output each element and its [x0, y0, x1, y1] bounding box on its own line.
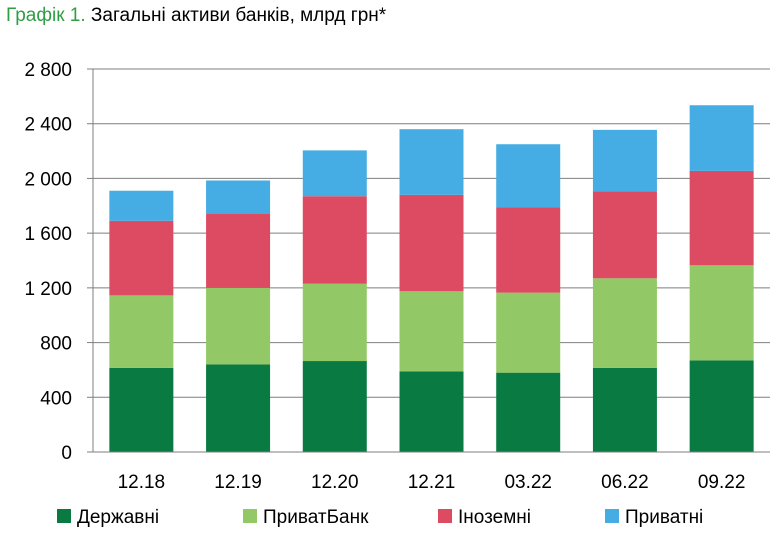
bar-segment-12-19-3 [206, 213, 271, 288]
bar-segment-12-21-1 [399, 371, 464, 452]
y-tick-label: 400 [40, 388, 72, 409]
grid-layer [93, 68, 770, 398]
y-tick-label: 800 [40, 334, 72, 355]
bar-segment-09-22-2 [689, 265, 754, 361]
legend-label: Приватні [625, 507, 703, 528]
chart-title-prefix: Графік 1. [6, 5, 86, 26]
legend-swatch [438, 509, 452, 523]
bar-segment-09-22-1 [689, 360, 754, 452]
bar-segment-12-19-4 [206, 180, 271, 214]
bar-segment-12-21-4 [399, 129, 464, 195]
bar-segment-03-22-1 [496, 372, 561, 452]
bar-segment-03-22-4 [496, 144, 561, 208]
bar-segment-09-22-4 [689, 105, 754, 171]
bar-segment-12-21-2 [399, 291, 464, 372]
bar-segment-12-18-1 [109, 367, 174, 452]
x-tick-label: 03.22 [504, 472, 552, 493]
x-tick-label: 12.18 [118, 472, 166, 493]
bar-segment-12-20-4 [302, 150, 367, 197]
y-tick-label: 1 600 [24, 224, 72, 245]
bar-segment-12-19-1 [206, 364, 271, 452]
bar-segment-09-22-3 [689, 170, 754, 266]
bars-layer [109, 105, 754, 452]
bar-segment-06-22-3 [592, 191, 657, 279]
y-tick-label: 2 800 [24, 60, 72, 81]
y-tick-label: 2 000 [24, 169, 72, 190]
bar-segment-12-18-3 [109, 220, 174, 296]
bar-segment-12-19-2 [206, 287, 271, 365]
legend-swatch [605, 509, 619, 523]
bar-segment-03-22-2 [496, 292, 561, 373]
bar-segment-12-18-2 [109, 295, 174, 368]
legend-label: ПриватБанк [263, 507, 369, 528]
bar-segment-03-22-3 [496, 207, 561, 293]
legend-label: Державні [77, 507, 159, 528]
bar-segment-12-20-2 [302, 283, 367, 362]
bar-segment-12-21-3 [399, 194, 464, 292]
y-tick-label: 2 400 [24, 115, 72, 136]
x-tick-label: 09.22 [698, 472, 746, 493]
bar-segment-12-20-3 [302, 196, 367, 284]
legend-swatch [243, 509, 257, 523]
bar-segment-06-22-4 [592, 129, 657, 192]
y-tick-label: 0 [61, 443, 72, 464]
chart-title-text: Загальні активи банків, млрд грн* [85, 5, 387, 26]
bar-segment-06-22-2 [592, 278, 657, 368]
bar-segment-12-18-4 [109, 190, 174, 221]
y-tick-label: 1 200 [24, 279, 72, 300]
bar-segment-12-20-1 [302, 361, 367, 452]
x-tick-label: 06.22 [601, 472, 649, 493]
legend-label: Іноземні [458, 507, 531, 528]
chart-title: Графік 1. Загальні активи банків, млрд г… [6, 5, 386, 27]
x-tick-label: 12.21 [408, 472, 456, 493]
axis-layer: 0 400 800 1 200 1 600 2 000 2 400 2 800 12.18 12.… [24, 60, 770, 493]
x-tick-label: 12.19 [214, 472, 262, 493]
x-tick-label: 12.20 [311, 472, 359, 493]
bar-segment-06-22-1 [592, 367, 657, 452]
legend: Державні ПриватБанк Іноземні Приватні [57, 507, 703, 528]
legend-swatch [57, 509, 71, 523]
